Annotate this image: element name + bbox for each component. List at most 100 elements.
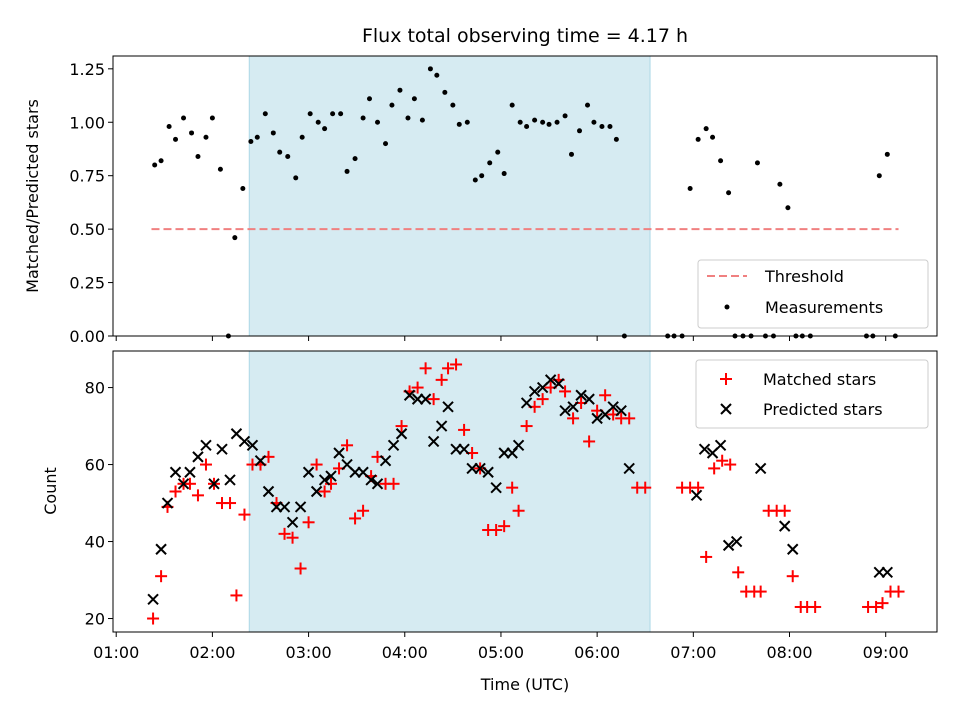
- matched-point: [341, 439, 354, 452]
- top-y-tick-label: 1.00: [69, 113, 105, 132]
- measurement-point: [189, 130, 195, 136]
- matched-point: [199, 458, 212, 471]
- measurement-point: [152, 162, 158, 168]
- measurement-point: [487, 160, 493, 166]
- predicted-point: [427, 435, 440, 448]
- measurement-point: [285, 153, 291, 159]
- measurement-point: [366, 96, 372, 102]
- measurement-point: [509, 102, 515, 108]
- bottom-x-tick-label: 01:00: [93, 643, 139, 662]
- bottom-x-tick-label: 06:00: [574, 643, 620, 662]
- measurement-point: [456, 121, 462, 127]
- measurement-point: [532, 117, 538, 123]
- measurement-point: [568, 151, 574, 157]
- measurement-point: [203, 134, 209, 140]
- bottom-y-tick-label: 80: [85, 379, 105, 398]
- x-axis-label: Time (UTC): [480, 675, 569, 694]
- bottom-legend: Matched stars Predicted stars: [695, 359, 929, 429]
- matched-point: [224, 497, 237, 510]
- matched-point: [302, 516, 315, 529]
- measurement-point: [375, 119, 381, 125]
- predicted-point: [552, 378, 565, 390]
- top-y-tick-label: 0.50: [69, 220, 105, 239]
- matched-point: [567, 412, 580, 425]
- bottom-y-tick-label: 40: [85, 533, 105, 552]
- matched-point: [559, 385, 572, 398]
- matched-point: [442, 362, 455, 375]
- matched-point: [778, 504, 791, 517]
- measurement-point: [360, 115, 366, 121]
- predicted-point: [419, 393, 432, 405]
- predicted-point: [881, 566, 894, 579]
- predicted-point: [690, 489, 703, 502]
- matched-point: [754, 585, 767, 598]
- top-y-axis-ticks: 0.00 0.25 0.50 0.75 1.00 1.25: [69, 60, 113, 346]
- top-y-tick-label: 0.25: [69, 274, 105, 293]
- top-y-tick-label: 0.75: [69, 167, 105, 186]
- predicted-point: [286, 516, 299, 529]
- predicted-point: [567, 401, 579, 413]
- legend-measurements-swatch: [724, 304, 730, 310]
- matched-point: [708, 462, 721, 475]
- measurement-point: [577, 128, 583, 134]
- predicted-point: [262, 485, 275, 498]
- matched-point: [700, 550, 713, 563]
- bottom-x-tick-label: 09:00: [863, 643, 909, 662]
- predicted-point: [512, 439, 525, 452]
- top-x-axis-ticks: [115, 336, 887, 341]
- predicted-point: [528, 385, 541, 398]
- matched-point: [536, 393, 549, 406]
- bottom-x-tick-label: 07:00: [670, 643, 716, 662]
- predicted-point: [591, 412, 603, 425]
- matched-point: [498, 520, 511, 533]
- predicted-point: [395, 428, 408, 440]
- measurement-point: [434, 72, 440, 78]
- measurement-point: [270, 130, 276, 136]
- matched-point: [724, 458, 737, 471]
- measurement-point: [411, 96, 417, 102]
- bottom-y-axis-ticks: 20 40 60 80: [85, 379, 113, 629]
- measurement-point: [540, 119, 546, 125]
- predicted-point: [318, 474, 331, 486]
- predicted-point: [442, 401, 454, 413]
- bottom-y-axis-label: Count: [41, 467, 60, 515]
- matched-point: [435, 373, 448, 386]
- measurement-point: [472, 177, 478, 183]
- measurement-point: [209, 115, 215, 121]
- predicted-point: [161, 497, 174, 509]
- predicted-point: [575, 389, 587, 401]
- measurement-point: [785, 205, 791, 211]
- matched-point: [191, 489, 204, 502]
- matched-point: [419, 362, 432, 375]
- matched-point: [349, 512, 362, 525]
- measurement-point: [501, 171, 507, 177]
- top-y-tick-label: 0.00: [69, 327, 105, 346]
- matched-point: [411, 381, 424, 394]
- matched-point: [387, 477, 400, 490]
- predicted-point: [325, 470, 337, 482]
- bottom-x-axis-ticks: 01:00 02:00 03:00 04:00 05:00 06:00 07:00 08:00…: [93, 632, 909, 662]
- measurement-point: [876, 173, 882, 179]
- bottom-y-tick-label: 60: [85, 456, 105, 475]
- predicted-point: [208, 478, 220, 490]
- bottom-x-tick-label: 08:00: [766, 643, 812, 662]
- measurement-point: [397, 87, 403, 93]
- measurement-point: [442, 89, 448, 95]
- matched-point: [692, 481, 705, 494]
- legend-matched-label: Matched stars: [763, 370, 876, 389]
- measurement-point: [718, 158, 724, 164]
- measurement-point: [322, 126, 328, 132]
- measurement-point: [389, 102, 395, 108]
- predicted-point: [192, 451, 204, 463]
- matched-point: [155, 570, 168, 583]
- matched-point: [294, 562, 307, 575]
- measurement-point: [330, 111, 336, 117]
- measurement-point: [450, 102, 456, 108]
- predicted-point: [169, 466, 182, 478]
- top-y-axis-label: Matched/Predicted stars: [23, 99, 42, 293]
- predicted-point: [184, 466, 196, 478]
- matched-point: [278, 527, 291, 540]
- predicted-point: [302, 466, 315, 478]
- measurement-point: [173, 136, 179, 142]
- matched-point: [395, 420, 408, 433]
